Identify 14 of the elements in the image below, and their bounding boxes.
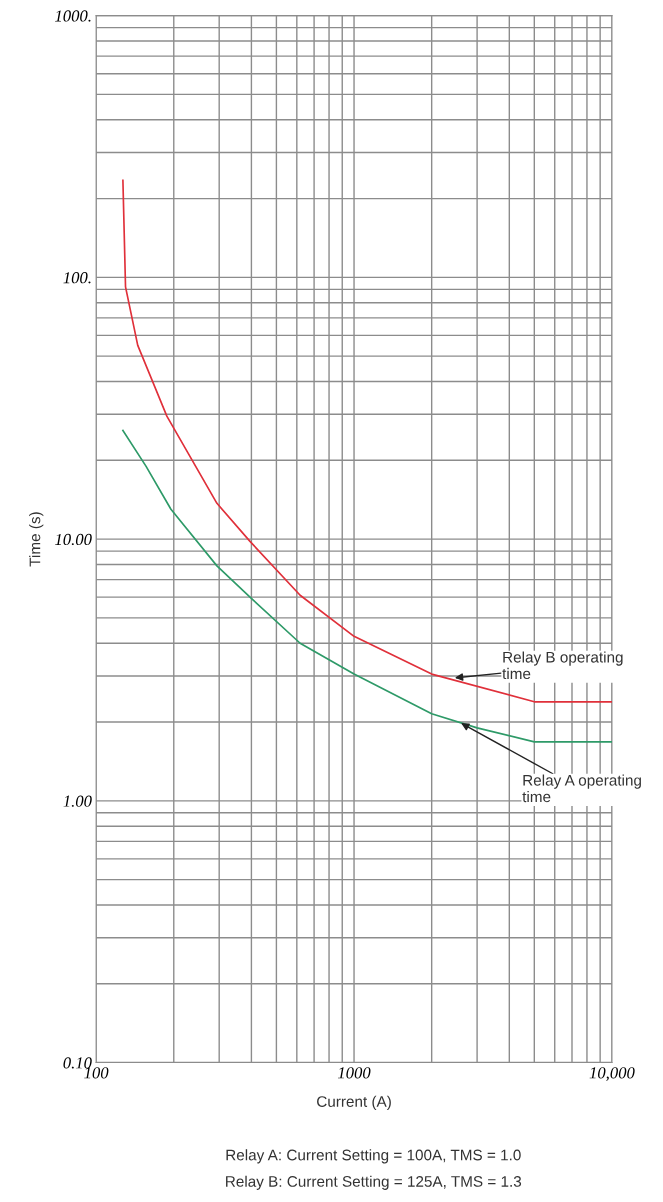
y-tick-label: 100. [63,272,91,284]
x-tick-label: 100 [84,1067,109,1079]
text: Relay A: Current Setting = 100A, TMS = 1.0 [226,1149,521,1164]
annotation: Relay B operating time [502,651,623,680]
y-tick-label: 10.00 [55,533,92,546]
text: Relay B: Current Setting = 125A, TMS = 1.3 [226,1175,522,1190]
annotation: Relay A operating time [522,774,641,803]
y-axis-title: Time (s) [29,512,44,567]
x-tick-label: 1000 [337,1067,371,1079]
y-tick-label: 1000. [55,10,91,22]
y-tick-label: 1.00 [63,795,92,807]
x-tick-label: 10,000 [589,1067,635,1081]
y-tick-label: 0.10 [63,1057,92,1069]
x-axis-title: Current (A) [317,1095,391,1110]
